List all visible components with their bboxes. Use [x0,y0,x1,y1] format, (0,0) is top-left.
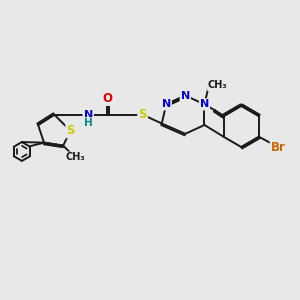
Text: N: N [162,99,171,110]
Text: S: S [66,124,75,137]
Text: N: N [181,91,190,100]
Text: CH₃: CH₃ [65,152,85,162]
Text: N: N [162,99,171,110]
Text: N: N [83,110,93,120]
Text: H: H [84,118,92,128]
Text: Br: Br [271,141,286,154]
Text: S: S [138,108,147,121]
Text: N: N [200,99,209,110]
Text: S: S [138,108,147,121]
Text: N: N [83,110,93,120]
Text: H: H [84,118,92,128]
Text: O: O [102,92,112,105]
Text: N: N [181,91,190,100]
Text: O: O [102,92,112,105]
Text: CH₃: CH₃ [208,80,227,90]
Text: N: N [200,99,209,110]
